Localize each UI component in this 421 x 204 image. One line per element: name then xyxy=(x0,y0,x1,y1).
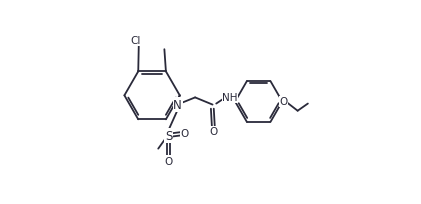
Text: O: O xyxy=(181,129,189,139)
Text: O: O xyxy=(279,97,288,107)
Text: NH: NH xyxy=(222,93,238,103)
Text: S: S xyxy=(165,129,172,142)
Text: O: O xyxy=(164,156,173,166)
Text: N: N xyxy=(173,99,182,112)
Text: O: O xyxy=(210,127,218,136)
Text: Cl: Cl xyxy=(131,36,141,46)
